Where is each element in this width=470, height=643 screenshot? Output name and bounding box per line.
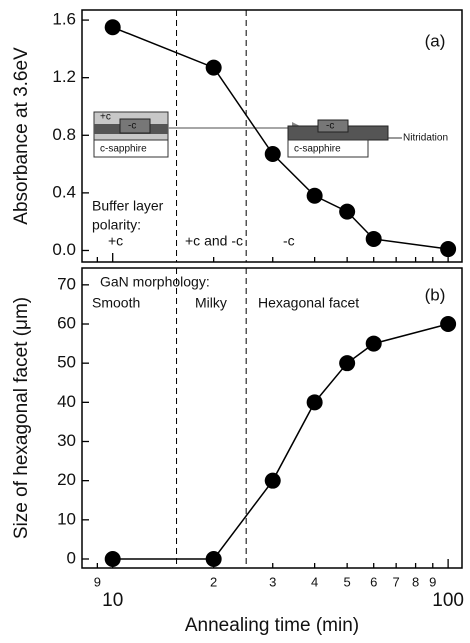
panel-label: (b) <box>425 285 446 304</box>
data-point <box>339 203 356 220</box>
y-tick-label: 40 <box>57 392 76 411</box>
panel: 0.0 0.4 0.8 1.2 1.6 Absorbance at 3.6eV (a) Buf… <box>11 9 463 263</box>
y-tick-label: 70 <box>57 274 76 293</box>
y-axis-title: Absorbance at 3.6eV <box>11 47 32 225</box>
inset-arrow <box>168 122 304 134</box>
region-label: -c <box>283 233 295 249</box>
data-line <box>112 323 449 560</box>
inset-label: -c <box>326 121 334 132</box>
inset-label: -c <box>128 121 136 132</box>
x-axis-title: Annealing time (min) <box>185 615 359 636</box>
data-point <box>264 472 281 489</box>
x-tick-label: 10 <box>102 590 123 611</box>
inset-label: c-sapphire <box>294 144 341 155</box>
x-tick-label: 8 <box>412 574 419 589</box>
data-point <box>264 146 281 162</box>
x-tick-label: 5 <box>344 574 351 589</box>
y-tick-label: 0.0 <box>52 240 76 259</box>
inset-substrate <box>287 139 369 158</box>
x-tick-label: 9 <box>94 574 101 589</box>
y-tick-label: 0.8 <box>52 125 76 144</box>
region-label: +c <box>108 233 123 249</box>
x-tick-label: 2 <box>210 574 217 589</box>
y-tick-label: 1.2 <box>52 67 76 86</box>
y-tick-label: 20 <box>57 470 76 489</box>
region-label: Hexagonal facet <box>258 295 359 311</box>
data-point <box>339 355 356 372</box>
x-tick-label: 100 <box>432 590 464 611</box>
inset-domain <box>119 118 151 134</box>
y-tick-label: 50 <box>57 353 76 372</box>
y-tick-label: 0.4 <box>52 182 76 201</box>
y-tick-label: 60 <box>57 313 76 332</box>
region-label: +c and -c <box>185 233 243 249</box>
data-point <box>306 394 323 411</box>
data-point <box>104 19 121 36</box>
data-point <box>440 316 457 333</box>
panel-label: (a) <box>425 31 446 50</box>
region-label: Milky <box>195 295 227 311</box>
x-tick-label: 4 <box>311 574 318 589</box>
annotation: polarity: <box>92 217 141 233</box>
data-point <box>205 550 222 567</box>
x-tick-label: 9 <box>429 574 436 589</box>
inset-left: +c -c c-sapphire <box>93 111 169 158</box>
plot-frame <box>81 9 463 263</box>
x-tick-label: 6 <box>370 574 377 589</box>
y-tick-label: 30 <box>57 431 76 450</box>
x-tick-label: 7 <box>393 574 400 589</box>
y-axis-title: Size of hexagonal facet (μm) <box>11 297 32 539</box>
inset-label: Nitridation <box>403 133 448 144</box>
annotation: GaN morphology: <box>100 274 210 290</box>
data-point <box>205 59 222 76</box>
data-point <box>104 550 121 567</box>
inset-substrate <box>93 139 169 158</box>
region-label: Smooth <box>92 295 140 311</box>
y-tick-label: 0 <box>67 548 76 567</box>
inset-label: c-sapphire <box>100 144 147 155</box>
data-point <box>365 230 382 247</box>
inset-right: -c c-sapphire Nitridation <box>287 119 448 158</box>
inset-domain <box>317 119 349 133</box>
y-tick-label: 1.6 <box>52 10 76 29</box>
x-tick-label: 3 <box>269 574 276 589</box>
inset-label: +c <box>100 112 111 123</box>
data-point <box>365 335 382 352</box>
annotation: Buffer layer <box>92 198 164 214</box>
plot-frame <box>81 267 463 569</box>
y-tick-label: 10 <box>57 509 76 528</box>
data-point <box>306 187 323 204</box>
data-point <box>440 241 457 258</box>
